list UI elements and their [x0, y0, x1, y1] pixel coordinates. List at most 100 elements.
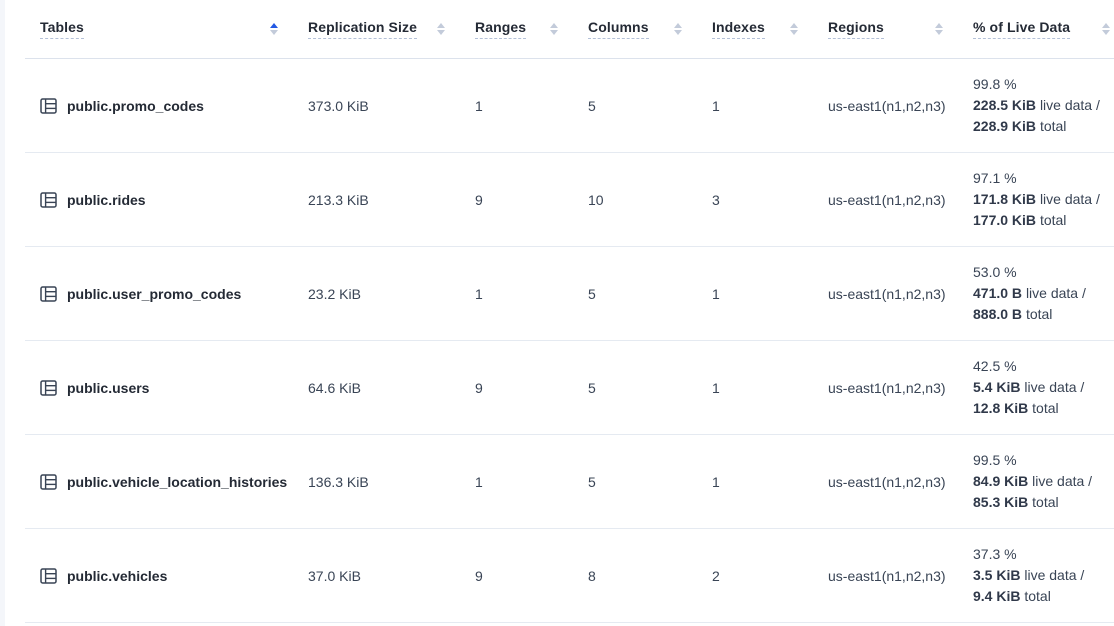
live-data-percent: 42.5 % — [973, 358, 1017, 374]
replication-size-cell: 213.3 KiB — [308, 191, 369, 208]
ranges-cell: 1 — [475, 285, 483, 302]
table-header-row: Tables Replication Size Ranges Columns I… — [25, 0, 1114, 59]
table-name-cell: public.promo_codes — [25, 98, 308, 114]
live-data-line: 3.5 KiB live data / — [973, 567, 1085, 583]
column-header-label: Columns — [588, 19, 649, 39]
sort-asc-arrow-icon — [550, 23, 558, 28]
table-row[interactable]: public.users 64.6 KiB 9 5 1 us-east1(n1,… — [25, 341, 1114, 435]
table-body: public.promo_codes 373.0 KiB 1 5 1 us-ea… — [25, 59, 1114, 623]
table-row[interactable]: public.user_promo_codes 23.2 KiB 1 5 1 u… — [25, 247, 1114, 341]
sort-desc-arrow-icon — [935, 30, 943, 35]
indexes-cell: 1 — [712, 285, 720, 302]
table-grid-icon — [40, 379, 57, 396]
sort-arrows-icon[interactable] — [262, 23, 278, 35]
table-row[interactable]: public.promo_codes 373.0 KiB 1 5 1 us-ea… — [25, 59, 1114, 153]
column-header-label: Indexes — [712, 19, 765, 39]
tables-table: Tables Replication Size Ranges Columns I… — [25, 0, 1114, 623]
columns-cell: 5 — [588, 379, 596, 396]
column-header-tables[interactable]: Tables — [25, 0, 308, 58]
table-name-link[interactable]: public.vehicles — [67, 567, 168, 584]
sort-arrows-icon[interactable] — [927, 23, 943, 35]
columns-cell: 5 — [588, 97, 596, 114]
total-data-line: 228.9 KiB total — [973, 118, 1067, 134]
ranges-cell: 9 — [475, 191, 483, 208]
sort-arrows-icon[interactable] — [666, 23, 682, 35]
table-grid-icon — [40, 191, 57, 208]
table-row[interactable]: public.vehicle_location_histories 136.3 … — [25, 435, 1114, 529]
sort-asc-arrow-icon — [437, 23, 445, 28]
sort-arrows-icon[interactable] — [542, 23, 558, 35]
total-data-line: 85.3 KiB total — [973, 494, 1059, 510]
live-data-percent: 53.0 % — [973, 264, 1017, 280]
table-grid-icon — [40, 567, 57, 584]
table-grid-icon — [40, 97, 57, 114]
indexes-cell: 3 — [712, 191, 720, 208]
total-data-line: 888.0 B total — [973, 306, 1053, 322]
column-header-indexes[interactable]: Indexes — [712, 0, 828, 58]
column-header-regions[interactable]: Regions — [828, 0, 973, 58]
regions-cell: us-east1(n1,n2,n3) — [828, 97, 946, 114]
table-name-link[interactable]: public.user_promo_codes — [67, 285, 242, 302]
live-data-line: 471.0 B live data / — [973, 285, 1086, 301]
table-row[interactable]: public.vehicles 37.0 KiB 9 8 2 us-east1(… — [25, 529, 1114, 623]
live-data-cell: 53.0 % 471.0 B live data / 888.0 B total — [973, 262, 1114, 325]
table-grid-icon — [40, 473, 57, 490]
page-left-gutter — [0, 0, 5, 626]
ranges-cell: 1 — [475, 97, 483, 114]
columns-cell: 10 — [588, 191, 604, 208]
indexes-cell: 1 — [712, 379, 720, 396]
ranges-cell: 1 — [475, 473, 483, 490]
replication-size-cell: 64.6 KiB — [308, 379, 361, 396]
table-name-cell: public.users — [25, 380, 308, 396]
column-header-label: Ranges — [475, 19, 527, 39]
live-data-percent: 99.8 % — [973, 76, 1017, 92]
total-data-line: 12.8 KiB total — [973, 400, 1059, 416]
table-name-link[interactable]: public.rides — [67, 191, 146, 208]
table-name-cell: public.vehicle_location_histories — [25, 474, 308, 490]
live-data-line: 171.8 KiB live data / — [973, 191, 1100, 207]
table-grid-icon — [40, 285, 57, 302]
sort-asc-arrow-icon — [270, 23, 278, 28]
indexes-cell: 2 — [712, 567, 720, 584]
column-header-replication-size[interactable]: Replication Size — [308, 0, 475, 58]
regions-cell: us-east1(n1,n2,n3) — [828, 567, 946, 584]
regions-cell: us-east1(n1,n2,n3) — [828, 379, 946, 396]
column-header-of-live-data[interactable]: % of Live Data — [973, 0, 1114, 58]
live-data-percent: 37.3 % — [973, 546, 1017, 562]
replication-size-cell: 23.2 KiB — [308, 285, 361, 302]
live-data-line: 5.4 KiB live data / — [973, 379, 1085, 395]
sort-arrows-icon[interactable] — [1094, 23, 1110, 35]
column-header-ranges[interactable]: Ranges — [475, 0, 588, 58]
regions-cell: us-east1(n1,n2,n3) — [828, 285, 946, 302]
replication-size-cell: 373.0 KiB — [308, 97, 369, 114]
columns-cell: 5 — [588, 285, 596, 302]
live-data-cell: 99.8 % 228.5 KiB live data / 228.9 KiB t… — [973, 74, 1114, 137]
ranges-cell: 9 — [475, 567, 483, 584]
replication-size-cell: 136.3 KiB — [308, 473, 369, 490]
regions-cell: us-east1(n1,n2,n3) — [828, 191, 946, 208]
sort-arrows-icon[interactable] — [429, 23, 445, 35]
sort-desc-arrow-icon — [674, 30, 682, 35]
live-data-cell: 42.5 % 5.4 KiB live data / 12.8 KiB tota… — [973, 356, 1114, 419]
live-data-line: 228.5 KiB live data / — [973, 97, 1100, 113]
table-name-cell: public.vehicles — [25, 568, 308, 584]
table-name-link[interactable]: public.vehicle_location_histories — [67, 473, 288, 490]
columns-cell: 5 — [588, 473, 596, 490]
table-name-cell: public.user_promo_codes — [25, 286, 308, 302]
column-header-columns[interactable]: Columns — [588, 0, 712, 58]
sort-asc-arrow-icon — [790, 23, 798, 28]
sort-arrows-icon[interactable] — [782, 23, 798, 35]
live-data-cell: 99.5 % 84.9 KiB live data / 85.3 KiB tot… — [973, 450, 1114, 513]
sort-asc-arrow-icon — [1102, 23, 1110, 28]
sort-desc-arrow-icon — [270, 30, 278, 35]
ranges-cell: 9 — [475, 379, 483, 396]
table-name-link[interactable]: public.promo_codes — [67, 97, 204, 114]
column-header-label: % of Live Data — [973, 19, 1071, 39]
indexes-cell: 1 — [712, 97, 720, 114]
live-data-cell: 37.3 % 3.5 KiB live data / 9.4 KiB total — [973, 544, 1114, 607]
table-row[interactable]: public.rides 213.3 KiB 9 10 3 us-east1(n… — [25, 153, 1114, 247]
live-data-line: 84.9 KiB live data / — [973, 473, 1093, 489]
table-name-link[interactable]: public.users — [67, 379, 150, 396]
column-header-label: Replication Size — [308, 19, 417, 39]
live-data-percent: 99.5 % — [973, 452, 1017, 468]
